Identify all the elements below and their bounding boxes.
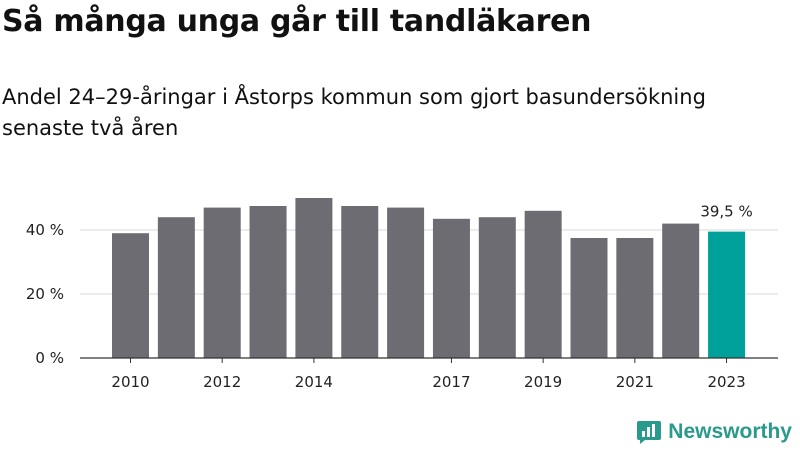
bar-2019 — [524, 210, 562, 358]
brand-name: Newsworthy — [668, 420, 792, 443]
bar-chart-logo-icon — [637, 421, 662, 444]
y-axis-ticks: 0 % 20 % 40 % — [26, 221, 64, 367]
bar-2011 — [157, 217, 195, 358]
y-tick-label: 40 % — [26, 221, 64, 239]
chart-title: Så många unga går till tandläkaren — [2, 4, 592, 39]
x-tick-label: 2010 — [111, 373, 149, 391]
x-tick-label: 2023 — [707, 373, 745, 391]
bars — [112, 198, 746, 358]
highlight-value-label: 39,5 % — [700, 203, 752, 221]
chart-subtitle: Andel 24–29-åringar i Åstorps kommun som… — [2, 85, 706, 140]
bar-2018 — [478, 217, 516, 358]
brand-logo: Newsworthy — [636, 419, 792, 445]
x-axis-ticks: 2010 2012 2014 2017 2019 2021 2023 — [111, 358, 746, 391]
bar-2013 — [249, 206, 287, 358]
bar-2012 — [203, 207, 241, 358]
bar-2020 — [570, 238, 608, 358]
x-tick-label: 2019 — [524, 373, 562, 391]
x-tick-label: 2017 — [432, 373, 470, 391]
y-tick-label: 0 % — [35, 349, 64, 367]
bar-2017 — [432, 218, 470, 358]
bar-2015 — [341, 206, 379, 358]
x-tick-label: 2012 — [203, 373, 241, 391]
bar-2016 — [387, 207, 425, 358]
bar-2022 — [662, 223, 700, 358]
grid-lines — [80, 229, 778, 295]
x-tick-label: 2014 — [295, 373, 333, 391]
y-tick-label: 20 % — [26, 285, 64, 303]
bar-2023 — [708, 231, 746, 358]
x-tick-label: 2021 — [616, 373, 654, 391]
bar-2010 — [112, 233, 149, 358]
bar-2021 — [616, 238, 654, 358]
bar-2014 — [295, 198, 333, 358]
